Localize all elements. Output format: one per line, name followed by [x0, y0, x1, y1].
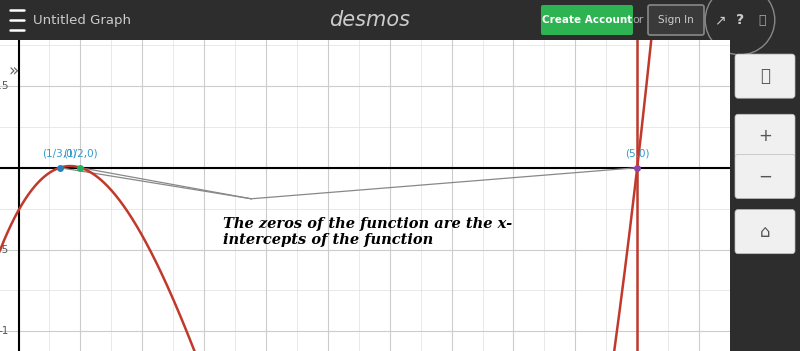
FancyBboxPatch shape — [735, 114, 795, 158]
Text: »: » — [9, 62, 19, 80]
Text: 🌐: 🌐 — [758, 13, 766, 27]
Text: (1/2,0): (1/2,0) — [63, 149, 98, 159]
Text: Sign In: Sign In — [658, 15, 694, 25]
Text: +: + — [758, 127, 772, 145]
FancyBboxPatch shape — [735, 54, 795, 98]
Text: The zeros of the function are the x-
intercepts of the function: The zeros of the function are the x- int… — [222, 217, 512, 247]
FancyBboxPatch shape — [735, 154, 795, 199]
FancyBboxPatch shape — [648, 5, 704, 35]
Text: 0.5: 0.5 — [0, 81, 9, 91]
Text: or: or — [632, 15, 644, 25]
Text: -0.5: -0.5 — [0, 245, 9, 254]
FancyBboxPatch shape — [541, 5, 633, 35]
Text: Create Account: Create Account — [542, 15, 632, 25]
Text: −: − — [758, 167, 772, 185]
Text: 🔧: 🔧 — [760, 67, 770, 85]
Text: -1: -1 — [0, 326, 9, 336]
Text: ⌂: ⌂ — [760, 223, 770, 241]
Text: desmos: desmos — [330, 10, 410, 30]
Text: (5,0): (5,0) — [625, 149, 650, 159]
Text: ↗: ↗ — [714, 13, 726, 27]
Text: Untitled Graph: Untitled Graph — [33, 13, 131, 27]
Text: (1/3,0): (1/3,0) — [42, 149, 77, 159]
FancyBboxPatch shape — [735, 210, 795, 254]
Text: ?: ? — [736, 13, 744, 27]
